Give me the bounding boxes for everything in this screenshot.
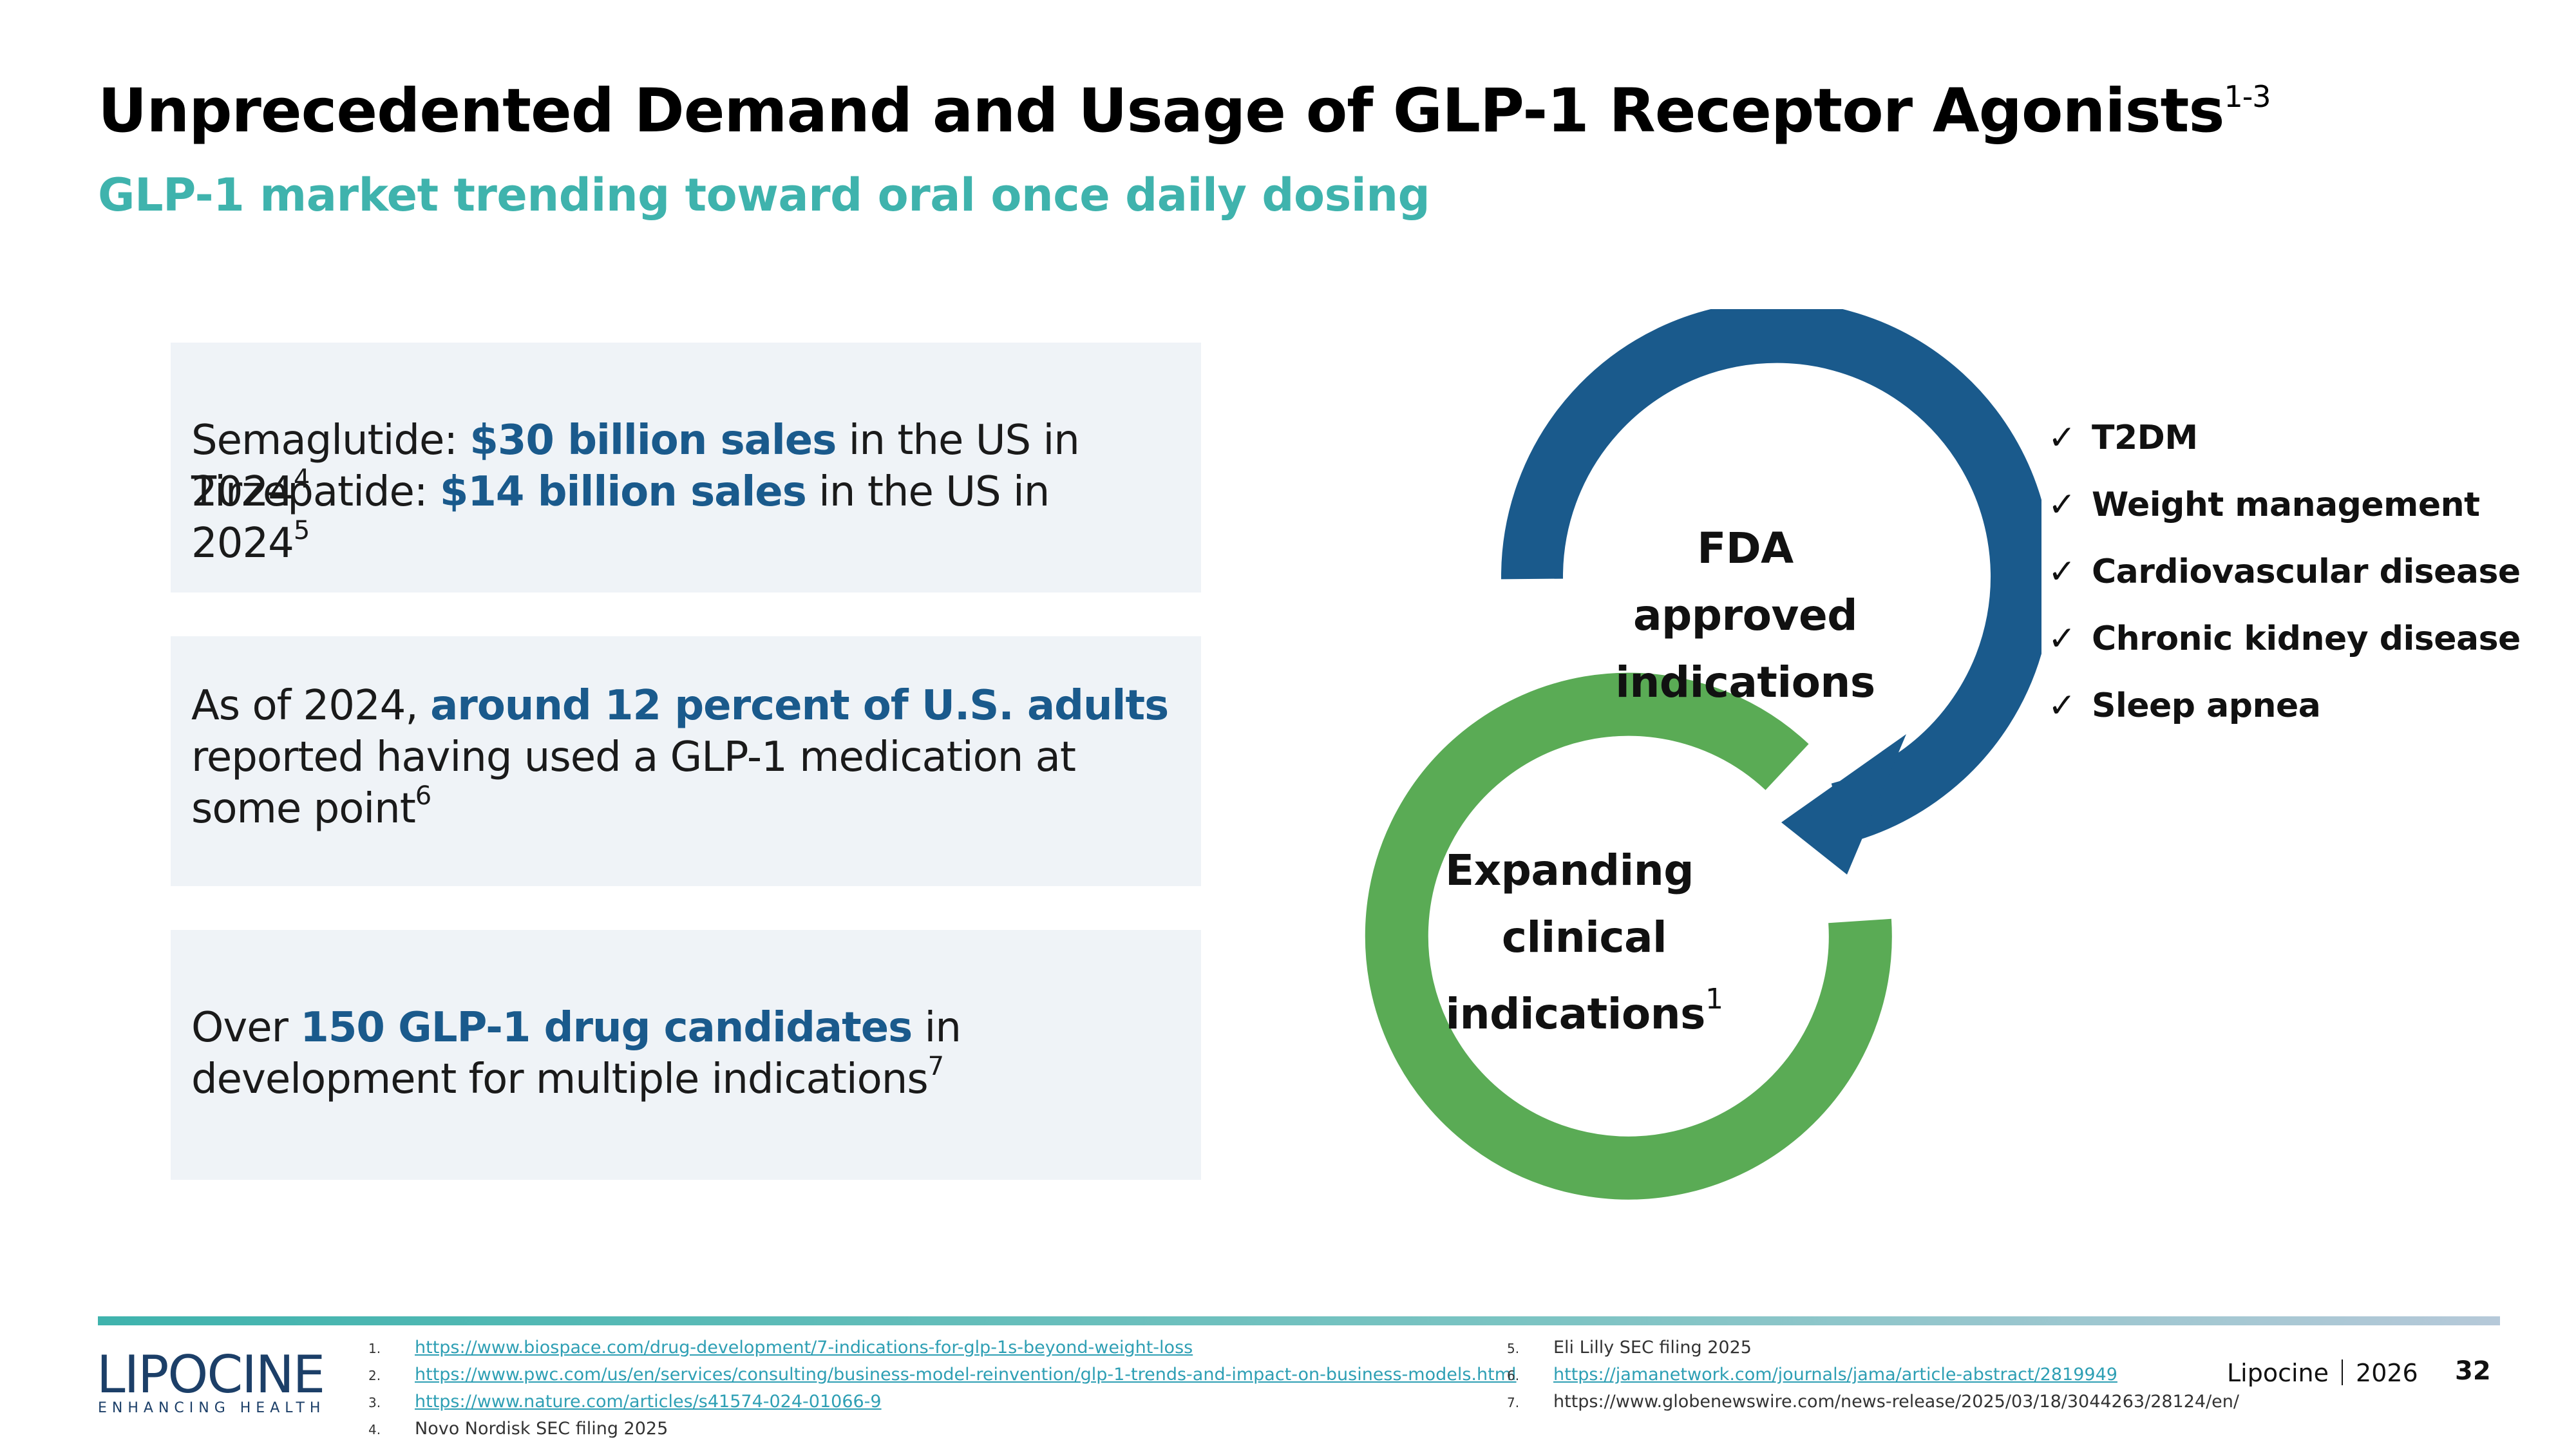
usage-text-lead: As of 2024,: [191, 682, 431, 730]
list-item: ✓ Weight management: [2048, 479, 2521, 546]
list-item-label: Cardiovascular disease: [2092, 553, 2521, 591]
sales-line-semaglutide: Semaglutide: $30 billion sales in the US…: [191, 415, 1175, 518]
reference-superscript: 4: [293, 464, 310, 494]
logo-wordmark: LIPOCINE: [97, 1345, 325, 1405]
reference-link[interactable]: https://www.pwc.com/us/en/services/consu…: [415, 1365, 1517, 1385]
reference-number: 3.: [368, 1395, 381, 1410]
usage-text: As of 2024, around 12 percent of U.S. ad…: [191, 680, 1175, 835]
blue-arc: [1501, 301, 2052, 844]
reference-superscript: 5: [293, 515, 310, 545]
fda-approved-label: FDA approved indications: [1584, 515, 1906, 716]
pipeline-text-tail: in development for multiple indications: [191, 1004, 961, 1103]
lipocine-logo: LIPOCINE ENHANCING HEALTH: [97, 1345, 328, 1416]
list-item: ✓ Cardiovascular disease: [2048, 546, 2521, 613]
sales-line-text: Tirzepatide:: [191, 468, 440, 516]
reference-number: 1.: [368, 1341, 381, 1356]
fda-label-line: indications: [1615, 658, 1875, 707]
reference-link[interactable]: https://www.biospace.com/drug-developmen…: [415, 1338, 1193, 1358]
list-item: ✓ Sleep apnea: [2048, 680, 2521, 747]
footer-separator: [2342, 1359, 2344, 1385]
reference-item: 4. Novo Nordisk SEC filing 2025: [368, 1416, 1517, 1443]
checkmark-icon: ✓: [2048, 486, 2076, 524]
reference-link[interactable]: https://jamanetwork.com/journals/jama/ar…: [1553, 1365, 2117, 1385]
reference-item: 7. https://www.globenewswire.com/news-rel…: [1507, 1388, 2239, 1416]
stat-card-pipeline: Over 150 GLP-1 drug candidates in develo…: [171, 930, 1201, 1180]
checkmark-icon: ✓: [2048, 687, 2076, 725]
references-list-right: 5. Eli Lilly SEC filing 2025 6. https://ja…: [1507, 1334, 2239, 1416]
references-list-left: 1. https://www.biospace.com/drug-developm…: [368, 1334, 1517, 1443]
pipeline-text: Over 150 GLP-1 drug candidates in develo…: [191, 1002, 1175, 1105]
footer-company: Lipocine 2026: [2227, 1359, 2418, 1387]
expanding-indications-label: Expanding clinical indications1: [1423, 837, 1745, 1048]
reference-superscript: 7: [927, 1051, 944, 1081]
cycle-arrows-graphic: [1365, 301, 2052, 1200]
reference-item: 5. Eli Lilly SEC filing 2025: [1507, 1334, 2239, 1361]
page-number: 32: [2455, 1356, 2491, 1386]
expanding-label-line: clinical: [1501, 913, 1667, 962]
list-item-label: T2DM: [2092, 419, 2198, 457]
reference-number: 5.: [1507, 1341, 1520, 1356]
reference-number: 7.: [1507, 1395, 1520, 1410]
footer-divider-bar: [98, 1316, 2500, 1325]
pipeline-text-lead: Over: [191, 1004, 301, 1052]
reference-number: 4.: [368, 1422, 381, 1437]
list-item-label: Weight management: [2092, 486, 2480, 524]
checkmark-icon: ✓: [2048, 419, 2076, 457]
sales-highlight: $30 billion sales: [469, 417, 837, 464]
slide-title-text: Unprecedented Demand and Usage of GLP-1 …: [98, 76, 2224, 146]
slide-subtitle: GLP-1 market trending toward oral once d…: [98, 169, 1430, 222]
sales-line-text: in the US in 2024: [191, 417, 1080, 516]
stat-card-sales: Semaglutide: $30 billion sales in the US…: [171, 343, 1201, 592]
stat-card-usage: As of 2024, around 12 percent of U.S. ad…: [171, 636, 1201, 886]
reference-number: 6.: [1507, 1368, 1520, 1383]
pipeline-highlight: 150 GLP-1 drug candidates: [300, 1004, 913, 1052]
footer-year: 2026: [2356, 1359, 2418, 1387]
reference-superscript: 6: [415, 781, 431, 811]
blue-arrowhead: [1781, 734, 1906, 875]
green-ring: [1365, 672, 1892, 1200]
list-item-label: Sleep apnea: [2092, 687, 2321, 725]
expanding-label-text: indications: [1445, 989, 1706, 1039]
list-item-label: Chronic kidney disease: [2092, 620, 2521, 658]
expanding-label-line: indications1: [1423, 971, 1745, 1048]
reference-text: Eli Lilly SEC filing 2025: [1553, 1338, 1752, 1358]
list-item: ✓ Chronic kidney disease: [2048, 613, 2521, 680]
usage-highlight: around 12 percent of U.S. adults: [430, 682, 1169, 730]
sales-line-text: Semaglutide:: [191, 417, 470, 464]
approved-indications-list: ✓ T2DM ✓ Weight management ✓ Cardiovascular…: [2048, 412, 2521, 747]
list-item: ✓ T2DM: [2048, 412, 2521, 479]
slide-title: Unprecedented Demand and Usage of GLP-1 …: [98, 76, 2271, 146]
title-reference-superscript: 1-3: [2224, 79, 2271, 114]
reference-item: 1. https://www.biospace.com/drug-developm…: [368, 1334, 1517, 1361]
reference-item: 3. https://www.nature.com/articles/s41574…: [368, 1388, 1517, 1416]
checkmark-icon: ✓: [2048, 553, 2076, 591]
company-name: Lipocine: [2227, 1359, 2329, 1387]
indications-cycle-diagram: FDA approved indications Expanding clini…: [1314, 301, 2052, 1211]
sales-highlight: $14 billion sales: [439, 468, 807, 516]
expanding-label-line: Expanding: [1444, 846, 1694, 895]
usage-text-tail: reported having used a GLP-1 medication …: [191, 734, 1076, 833]
reference-number: 2.: [368, 1368, 381, 1383]
fda-label-line: FDA approved: [1633, 524, 1857, 640]
reference-link[interactable]: https://www.nature.com/articles/s41574-0…: [415, 1392, 882, 1412]
reference-item: 2. https://www.pwc.com/us/en/services/con…: [368, 1361, 1517, 1388]
logo-tagline: ENHANCING HEALTH: [98, 1400, 326, 1416]
sales-line-text: in the US in 2024: [191, 468, 1050, 567]
checkmark-icon: ✓: [2048, 620, 2076, 658]
reference-text: https://www.globenewswire.com/news-relea…: [1553, 1392, 2239, 1412]
reference-text: Novo Nordisk SEC filing 2025: [415, 1419, 668, 1439]
reference-superscript: 1: [1705, 983, 1723, 1016]
sales-line-tirzepatide: Tirzepatide: $14 billion sales in the US…: [191, 466, 1175, 569]
reference-item: 6. https://jamanetwork.com/journals/jama/…: [1507, 1361, 2239, 1388]
